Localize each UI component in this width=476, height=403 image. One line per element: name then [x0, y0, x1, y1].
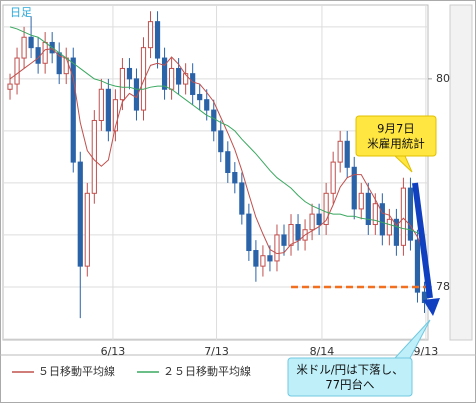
candle-body — [204, 99, 210, 111]
callout-text: 米雇用統計 — [367, 137, 425, 151]
candle-body — [91, 119, 97, 194]
arrow-shaft — [412, 182, 433, 299]
y-tick-label: 78 — [436, 280, 450, 293]
candle-body — [140, 47, 147, 111]
candle-body — [105, 88, 111, 132]
candle-body — [77, 161, 83, 267]
candle-body — [154, 21, 161, 59]
candle-body — [197, 93, 203, 101]
candle-body — [28, 36, 34, 49]
candle-body — [190, 73, 196, 95]
x-tick-label: 7/13 — [204, 345, 229, 358]
candle-body — [281, 234, 287, 246]
candle-body — [414, 239, 421, 293]
candle-body — [393, 218, 399, 246]
candle-body — [84, 192, 90, 267]
candle-body — [63, 57, 69, 75]
candle-body — [288, 224, 294, 246]
candle-body — [232, 172, 238, 184]
callout-box — [287, 357, 413, 397]
candle-body — [379, 203, 385, 236]
candle-body — [246, 213, 252, 252]
candle-body — [351, 166, 357, 210]
candle-body — [119, 67, 126, 101]
candle-body — [211, 109, 217, 132]
candle-body — [126, 67, 133, 80]
callout-pointer — [393, 319, 431, 359]
candle-body — [323, 192, 329, 226]
candle-body — [407, 187, 414, 241]
candle-body — [316, 213, 322, 226]
legend-label: ５日移動平均線 — [38, 364, 115, 378]
candle-body — [330, 161, 336, 194]
candle-body — [14, 57, 20, 85]
arrow-head — [423, 298, 440, 316]
candle-body — [253, 250, 259, 267]
candle-body — [183, 73, 189, 85]
ma-line — [9, 26, 425, 238]
candle-body — [35, 47, 41, 64]
callout-text: 77円台へ — [325, 378, 374, 392]
candle-body — [168, 67, 175, 90]
candle-body — [386, 218, 392, 236]
candle-body — [421, 291, 428, 304]
candle-body — [365, 192, 371, 226]
candle-body — [309, 213, 315, 231]
candle-body — [133, 78, 140, 111]
candle-body — [295, 224, 301, 241]
candle-body — [267, 255, 273, 262]
candle-body — [239, 182, 245, 215]
candle-body — [147, 21, 154, 49]
candle-body — [218, 130, 224, 153]
legend-label: ２５日移動平均線 — [163, 364, 251, 378]
candle-body — [260, 255, 266, 267]
marks — [7, 11, 428, 319]
plot-area — [2, 4, 429, 341]
candle-body — [161, 57, 168, 90]
x-tick-label: 9/13 — [414, 345, 439, 358]
callout-text: 9月7日 — [377, 122, 415, 136]
ma-line — [9, 48, 425, 255]
candle-body — [337, 140, 343, 163]
chart-label: 日足 — [10, 6, 32, 19]
candle-body — [7, 83, 13, 90]
callout-text: 米ドル/円は下落し、 — [296, 363, 403, 377]
legend: ５日移動平均線 ２５日移動平均線 — [12, 364, 251, 378]
side-panel — [449, 4, 473, 341]
candle-body — [42, 41, 48, 64]
x-tick-label: 6/13 — [101, 345, 126, 358]
candle-body — [176, 67, 182, 85]
y-tick-label: 80 — [436, 72, 450, 85]
candle-body — [98, 88, 104, 121]
candle-body — [21, 36, 27, 59]
candle-body — [274, 234, 280, 262]
candle-body — [112, 99, 118, 132]
callout-pointer — [393, 155, 413, 173]
x-tick-label: 8/14 — [310, 345, 335, 358]
candle-body — [70, 57, 76, 163]
candle-body — [225, 151, 231, 174]
candle-body — [344, 140, 350, 168]
candle-body — [358, 192, 364, 210]
candle-body — [372, 203, 378, 226]
candle-body — [400, 187, 407, 246]
